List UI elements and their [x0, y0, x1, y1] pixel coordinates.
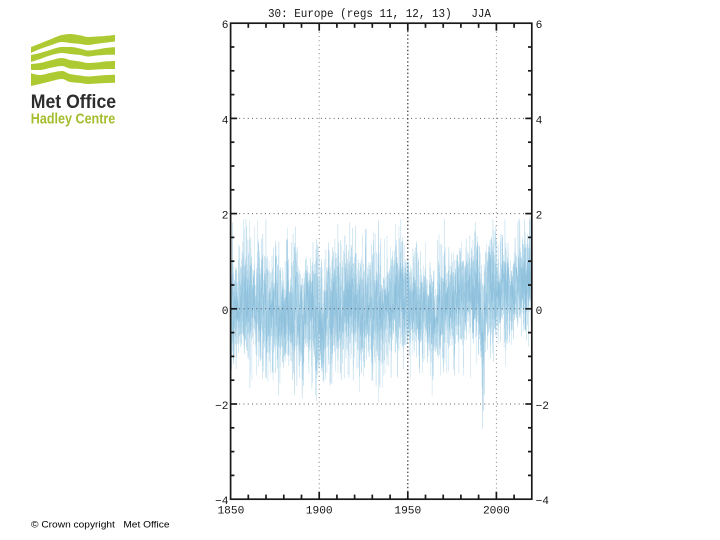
- svg-text:1850: 1850: [217, 506, 244, 518]
- svg-text:30: Europe (regs 11, 12, 13): 30: Europe (regs 11, 12, 13) JJA: [268, 7, 492, 21]
- svg-text:6: 6: [222, 20, 229, 32]
- svg-text:0: 0: [536, 306, 543, 318]
- svg-text:2000: 2000: [483, 506, 510, 518]
- svg-text:1950: 1950: [394, 506, 421, 518]
- svg-text:6: 6: [536, 20, 543, 32]
- svg-text:4: 4: [536, 115, 543, 127]
- svg-text:1900: 1900: [306, 506, 333, 518]
- svg-text:4: 4: [222, 115, 229, 127]
- svg-text:−2: −2: [536, 401, 549, 413]
- svg-text:−2: −2: [215, 401, 228, 413]
- svg-text:Met Office: Met Office: [31, 92, 116, 113]
- svg-text:−4: −4: [536, 496, 550, 508]
- svg-text:2: 2: [536, 211, 543, 223]
- svg-text:2: 2: [222, 211, 229, 223]
- svg-text:© Crown copyright Met Office: © Crown copyright Met Office: [31, 519, 170, 530]
- svg-text:Hadley Centre: Hadley Centre: [31, 111, 116, 128]
- svg-text:−4: −4: [215, 496, 229, 508]
- svg-text:0: 0: [222, 306, 229, 318]
